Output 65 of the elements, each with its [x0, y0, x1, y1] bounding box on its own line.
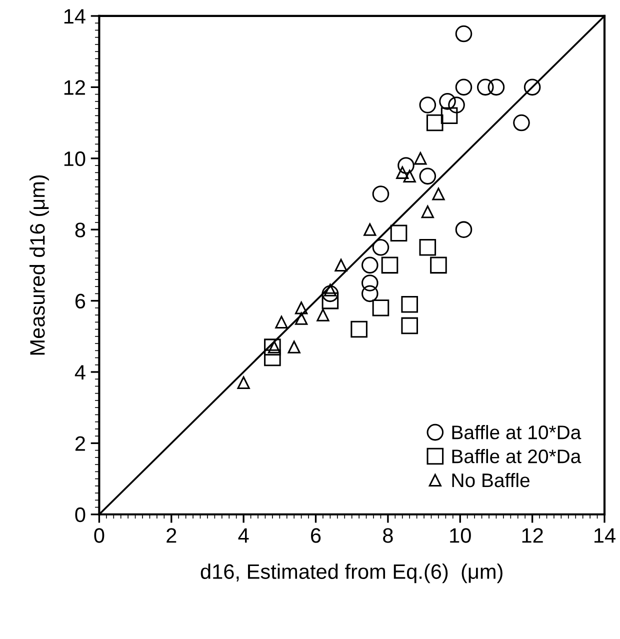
x-tick-label: 6 [311, 528, 321, 543]
y-tick-label: 14 [64, 9, 86, 24]
point [401, 317, 418, 334]
point [381, 256, 398, 274]
x-tick-label: 2 [166, 528, 176, 543]
point [398, 157, 414, 174]
point [322, 285, 339, 302]
point [322, 292, 339, 310]
y-tick-label: 12 [64, 80, 85, 95]
y-tick-label: 4 [74, 365, 86, 380]
point [264, 349, 281, 366]
point [288, 340, 300, 354]
point [455, 78, 472, 96]
point [334, 258, 348, 272]
point [455, 221, 472, 238]
point [419, 96, 436, 114]
point [488, 78, 505, 96]
point [350, 320, 368, 338]
point [372, 238, 390, 256]
point [295, 302, 308, 314]
point [421, 205, 434, 218]
point [524, 78, 541, 96]
point [372, 300, 390, 316]
y-tick-label: 10 [64, 151, 86, 166]
point [414, 152, 427, 165]
point [419, 168, 436, 185]
point [361, 256, 378, 274]
point [372, 186, 390, 202]
point [361, 274, 378, 292]
point [396, 166, 409, 179]
point [419, 238, 436, 256]
point [432, 188, 445, 200]
point [430, 256, 447, 274]
point [403, 170, 416, 183]
x-axis-title: d16, Estimated from Eq.(6) (μm) [200, 564, 502, 584]
y-tick-label: 0 [75, 507, 86, 522]
y-axis-title: Measured d16 (μm) [30, 175, 49, 355]
point [264, 338, 281, 356]
point [275, 316, 288, 328]
legend-label: Baffle at 10*Da [452, 425, 582, 440]
point [295, 312, 308, 325]
x-tick-label: 14 [594, 528, 616, 543]
point [455, 25, 472, 42]
point [476, 78, 494, 96]
x-tick-label: 4 [238, 528, 249, 543]
y-tick-label: 6 [75, 294, 86, 309]
point [513, 114, 530, 132]
x-tick-label: 10 [450, 528, 471, 543]
legend-label: No Baffle [452, 472, 530, 488]
point [401, 296, 418, 313]
point [439, 93, 456, 110]
x-tick-label: 8 [383, 528, 393, 543]
point [448, 96, 465, 114]
x-tick-label: 12 [522, 528, 543, 543]
point [440, 107, 458, 124]
y-tick-label: 8 [75, 222, 86, 238]
legend-label: Baffle at 20*Da [452, 448, 582, 464]
x-tick-label: 0 [94, 528, 104, 543]
y-tick-label: 2 [75, 436, 85, 451]
point [426, 114, 444, 132]
point [364, 223, 376, 236]
point [237, 376, 250, 389]
point [361, 285, 378, 302]
point [316, 308, 330, 322]
point [390, 224, 408, 242]
